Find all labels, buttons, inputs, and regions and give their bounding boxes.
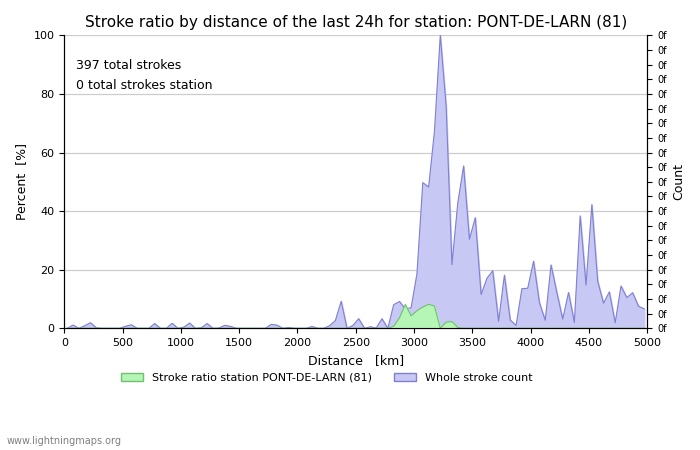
Title: Stroke ratio by distance of the last 24h for station: PONT-DE-LARN (81): Stroke ratio by distance of the last 24h… bbox=[85, 15, 627, 30]
Y-axis label: Count: Count bbox=[672, 163, 685, 200]
Text: 397 total strokes: 397 total strokes bbox=[76, 59, 181, 72]
Text: www.lightningmaps.org: www.lightningmaps.org bbox=[7, 436, 122, 446]
Text: 0 total strokes station: 0 total strokes station bbox=[76, 79, 212, 92]
X-axis label: Distance   [km]: Distance [km] bbox=[308, 354, 404, 367]
Y-axis label: Percent  [%]: Percent [%] bbox=[15, 144, 28, 220]
Legend: Stroke ratio station PONT-DE-LARN (81), Whole stroke count: Stroke ratio station PONT-DE-LARN (81), … bbox=[116, 369, 537, 387]
